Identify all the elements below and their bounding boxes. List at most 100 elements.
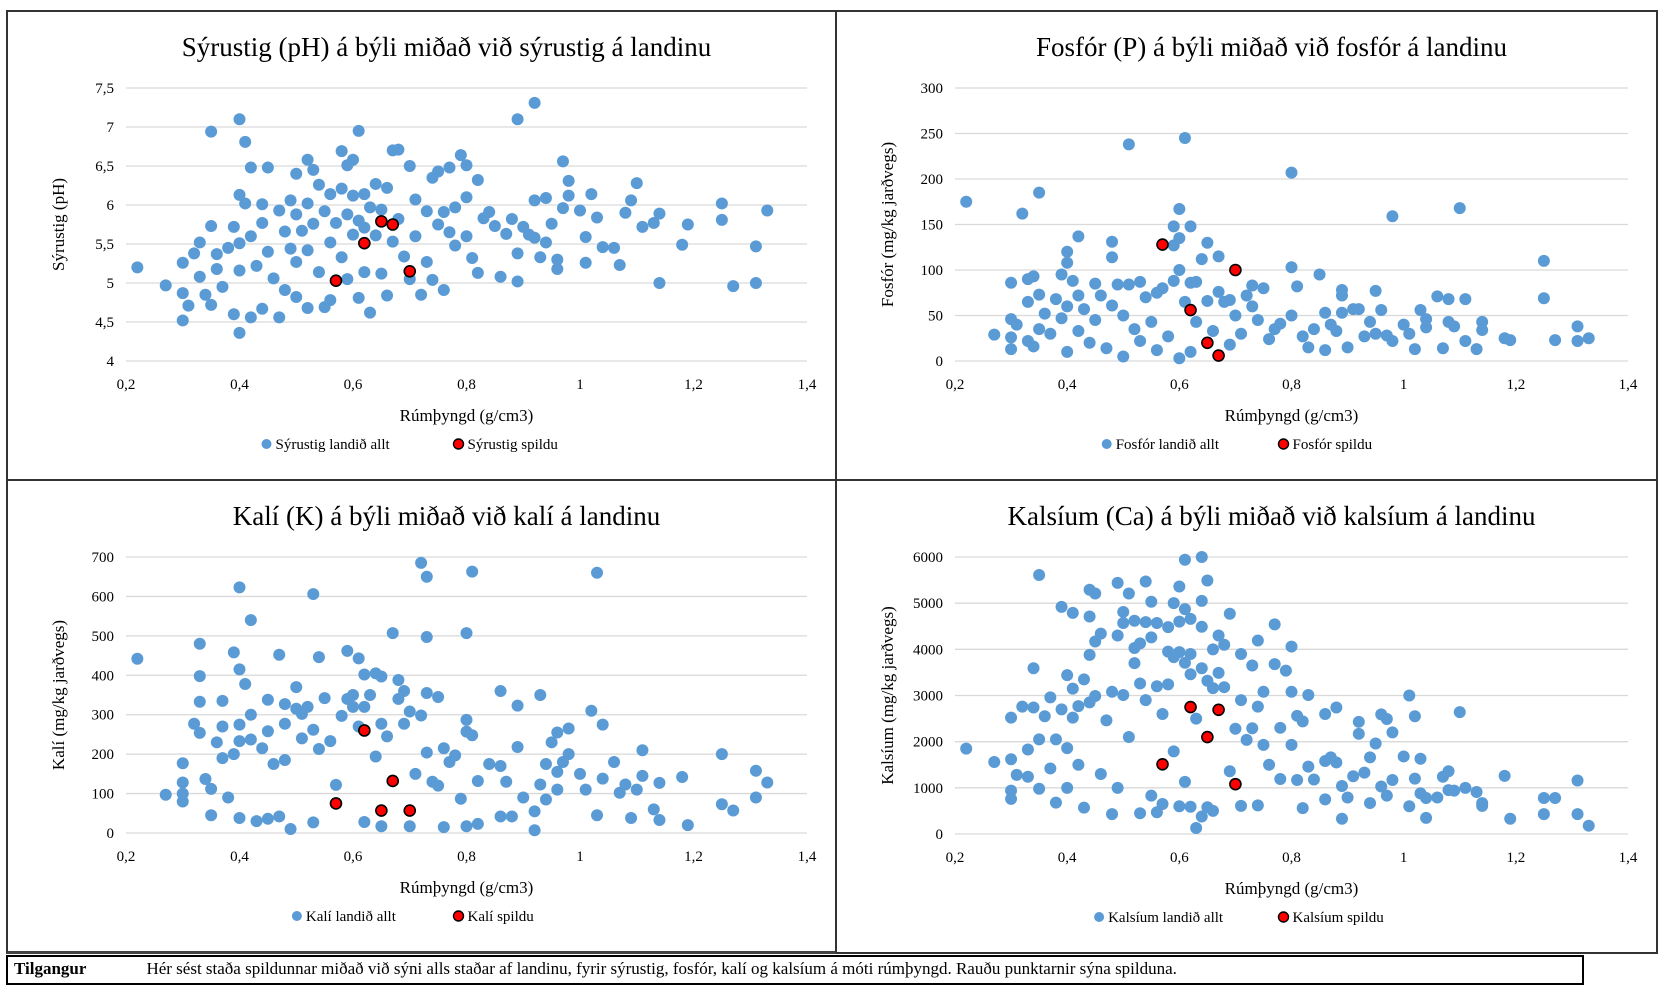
x-tick-label: 1 <box>576 377 584 393</box>
data-point-all <box>1150 680 1163 693</box>
data-point-all <box>1094 627 1107 640</box>
data-point-all <box>233 264 246 277</box>
data-point-plot <box>375 215 388 228</box>
data-point-all <box>1195 594 1208 607</box>
data-point-all <box>1117 605 1130 618</box>
legend-label-all: Kalí landið allt <box>306 909 397 925</box>
data-point-all <box>375 267 388 280</box>
data-point-all <box>1150 617 1163 630</box>
data-point-all <box>233 581 246 594</box>
data-point-plot <box>403 804 417 817</box>
data-point-all <box>619 206 632 219</box>
x-tick-label: 0,8 <box>457 377 476 393</box>
data-point-all <box>545 736 558 749</box>
data-point-all <box>528 805 541 818</box>
scatter-chart-phosphorus: Fosfór (P) á býli miðað við fosfór á lan… <box>878 32 1638 453</box>
y-tick-label: 4,5 <box>95 315 114 331</box>
legend-label-plot: Kalí spildu <box>468 909 535 925</box>
data-point-all <box>341 273 354 286</box>
data-point-all <box>1537 292 1550 305</box>
chart-panel-ph: Sýrustig (pH) á býli miðað við sýrustig … <box>6 10 836 480</box>
data-point-all <box>227 748 240 761</box>
data-point-all <box>159 788 172 801</box>
data-point-all <box>1504 812 1517 825</box>
data-point-all <box>1201 236 1214 249</box>
data-point-all <box>1167 274 1180 287</box>
data-point-all <box>341 208 354 221</box>
data-point-all <box>1027 701 1040 714</box>
data-point-all <box>1134 275 1147 288</box>
data-point-all <box>1240 733 1253 746</box>
data-point-all <box>1044 327 1057 340</box>
data-point-all <box>369 229 382 242</box>
data-point-all <box>471 774 484 787</box>
data-point-all <box>210 736 223 749</box>
data-point-all <box>347 189 359 202</box>
data-point-all <box>1106 808 1119 821</box>
data-point-all <box>1403 689 1416 702</box>
data-point-all <box>1251 314 1264 327</box>
data-point-all <box>1470 343 1483 356</box>
data-point-all <box>1072 700 1085 713</box>
data-point-all <box>551 253 564 266</box>
x-tick-label: 0,2 <box>946 850 965 866</box>
data-point-all <box>1061 300 1074 313</box>
x-tick-label: 1,2 <box>1506 377 1525 393</box>
data-point-all <box>1246 279 1259 292</box>
data-point-all <box>443 161 456 174</box>
data-point-all <box>528 231 541 244</box>
data-point-plot <box>386 218 400 231</box>
data-point-all <box>1571 808 1584 821</box>
data-point-all <box>1319 793 1332 806</box>
data-point-all <box>1061 245 1074 258</box>
y-tick-label: 200 <box>92 747 115 763</box>
data-point-all <box>176 287 189 300</box>
data-point-all <box>1178 132 1191 145</box>
data-point-all <box>227 646 240 659</box>
data-point-all <box>347 153 359 166</box>
y-tick-label: 0 <box>936 827 944 843</box>
x-tick-label: 0,4 <box>1058 377 1077 393</box>
data-point-all <box>273 204 286 217</box>
data-point-all <box>960 195 973 208</box>
data-point-all <box>307 217 320 230</box>
data-point-all <box>381 181 394 194</box>
data-point-all <box>1296 802 1309 815</box>
data-point-all <box>1016 700 1029 713</box>
data-point-all <box>511 113 524 126</box>
data-point-all <box>1005 276 1018 289</box>
data-point-all <box>176 757 189 770</box>
data-point-all <box>1235 327 1248 340</box>
data-point-all <box>1094 289 1107 302</box>
data-point-all <box>1173 615 1186 628</box>
data-point-all <box>1027 270 1040 283</box>
data-point-plot <box>403 264 417 278</box>
data-point-all <box>1044 691 1057 704</box>
series-all <box>960 551 1595 834</box>
data-point-all <box>1420 321 1433 334</box>
data-point-all <box>1285 738 1298 751</box>
data-point-all <box>188 247 201 260</box>
data-point-all <box>273 648 286 661</box>
data-point-all <box>386 235 399 248</box>
data-point-all <box>352 291 365 304</box>
data-point-all <box>1184 668 1197 681</box>
data-point-all <box>1077 303 1090 316</box>
data-point-all <box>630 177 643 190</box>
data-point-all <box>1089 277 1102 290</box>
data-point-all <box>358 815 371 828</box>
data-point-all <box>556 155 569 168</box>
data-point-all <box>1537 791 1550 804</box>
data-point-all <box>1033 288 1046 301</box>
scatter-chart-calcium: Kalsíum (Ca) á býli miðað við kalsíum á … <box>878 501 1638 926</box>
data-point-all <box>1100 342 1113 355</box>
data-point-all <box>278 698 291 711</box>
data-point-all <box>267 758 280 770</box>
data-point-all <box>1184 345 1197 358</box>
data-point-all <box>1016 207 1029 220</box>
data-point-all <box>1274 721 1287 734</box>
data-point-all <box>1072 230 1085 243</box>
data-point-all <box>244 733 257 746</box>
data-point-plot <box>1201 336 1214 350</box>
data-point-all <box>1195 253 1208 266</box>
